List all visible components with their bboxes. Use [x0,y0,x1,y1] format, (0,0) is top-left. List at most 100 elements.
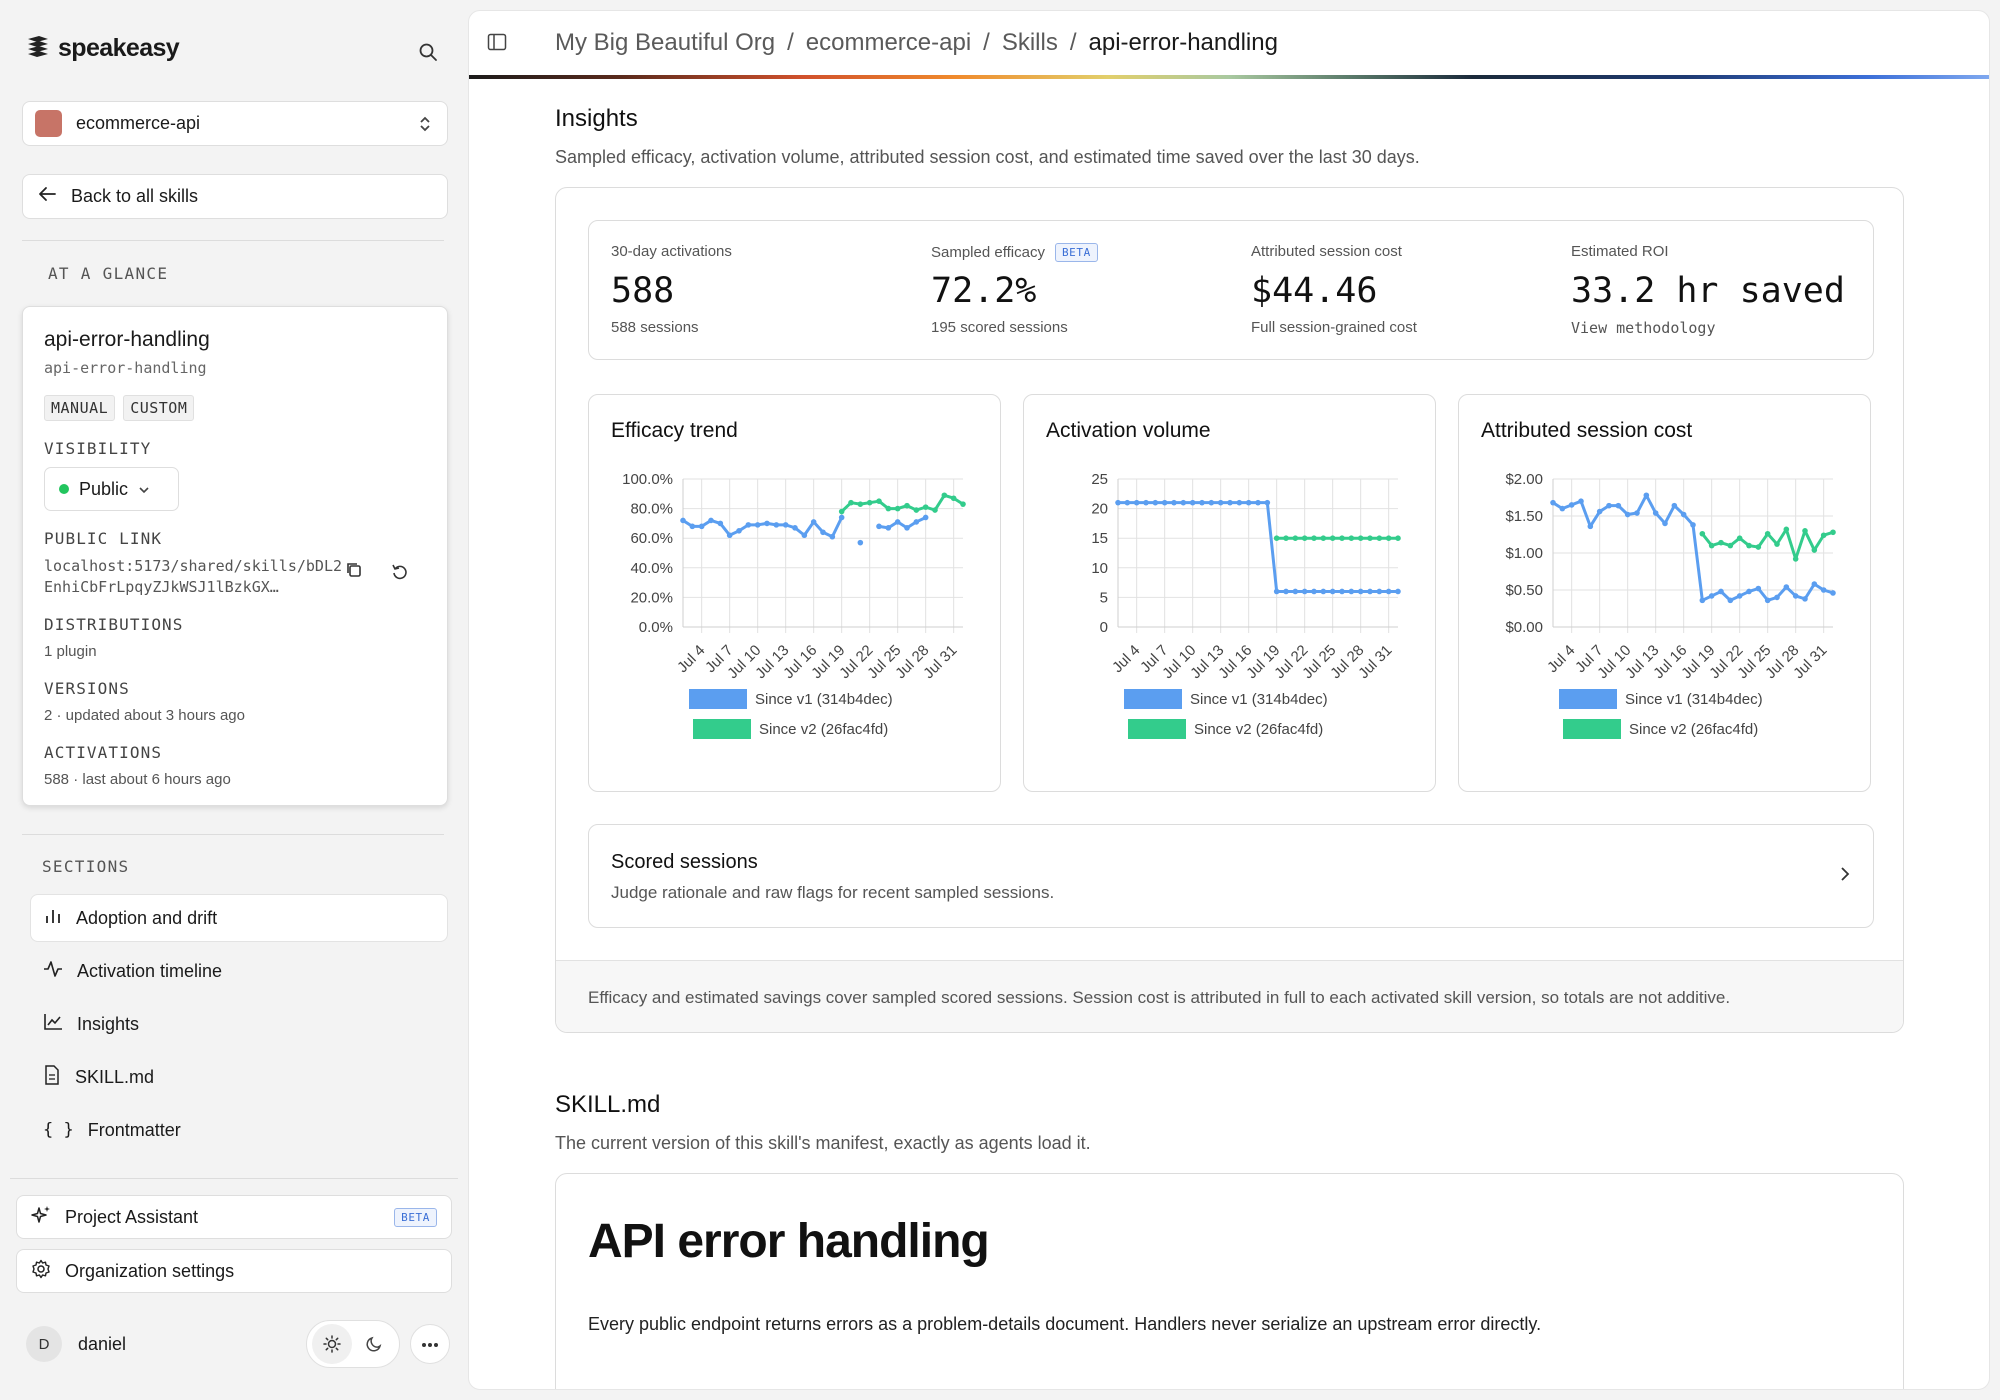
stat-activations: 30-day activations 588 588 sessions [589,221,909,361]
data-point [1746,542,1752,549]
data-point [1320,588,1327,595]
assistant-label: Project Assistant [65,1206,199,1227]
data-point [1367,588,1373,595]
data-point [736,528,742,534]
breadcrumb-separator: / [983,29,990,56]
data-point [1292,588,1299,595]
tag-manual: MANUAL [44,395,116,421]
data-point [838,514,845,521]
back-to-skills-button[interactable]: Back to all skills [22,174,448,219]
brand[interactable]: speakeasy [26,34,180,63]
data-point [941,492,948,499]
data-point [708,517,714,524]
skill-name: api-error-handling [44,328,210,351]
data-point [1671,502,1678,509]
section-adoption-and-drift[interactable]: Adoption and drift [30,894,448,942]
search-icon [418,42,438,67]
scored-sessions-row[interactable]: Scored sessions Judge rationale and raw … [588,824,1874,928]
visibility-dropdown[interactable]: Public [44,467,179,511]
x-tick-label: Jul 4 [674,642,708,676]
data-point [1643,492,1650,499]
data-point [1596,508,1603,515]
section-insights[interactable]: Insights [30,1000,448,1048]
data-point [1367,535,1373,541]
data-point [1774,594,1780,601]
data-point [1718,539,1724,546]
data-point [1329,588,1336,595]
breadcrumb-skills[interactable]: Skills [1001,29,1058,56]
chevron-right-icon [1839,865,1851,888]
skill-md-title: SKILL.md [555,1091,661,1118]
section-label: Frontmatter [87,1119,181,1140]
data-point [1792,556,1799,562]
data-point [1301,588,1308,595]
moon-icon[interactable] [354,1324,394,1364]
chart-title: Efficacy trend [611,419,738,442]
stat-label-text: 30-day activations [611,243,732,260]
y-tick-label: $2.00 [1505,471,1543,488]
section-skill-md[interactable]: SKILL.md [30,1053,448,1101]
legend-label: Since v2 (26fac4fd) [759,721,888,738]
organization-settings-button[interactable]: Organization settings [16,1249,452,1293]
y-tick-label: $1.00 [1505,545,1543,562]
data-point [810,519,817,525]
data-point [1820,532,1827,539]
view-methodology-link[interactable]: View methodology [1571,319,1716,337]
chart-title: Activation volume [1046,419,1211,442]
insights-description: Sampled efficacy, activation volume, att… [555,147,1420,167]
insights-footnote: Efficacy and estimated savings cover sam… [556,960,1903,1032]
scored-sessions-description: Judge rationale and raw flags for recent… [611,883,1055,902]
data-point [960,501,966,507]
breadcrumb-org[interactable]: My Big Beautiful Org [555,29,776,56]
project-select[interactable]: ecommerce-api [22,101,448,146]
stats-row: 30-day activations 588 588 sessions Samp… [588,220,1874,360]
data-point [1311,588,1317,595]
data-point [1708,542,1715,549]
data-point [1811,547,1818,553]
data-point [1199,499,1205,506]
section-label: Adoption and drift [76,907,218,928]
y-tick-label: 5 [1100,589,1108,606]
stat-label-text: Sampled efficacy [931,244,1045,261]
regenerate-icon[interactable] [391,563,409,586]
theme-toggle[interactable] [306,1320,400,1368]
project-assistant-button[interactable]: Project Assistant BETA [16,1195,452,1239]
search-button[interactable] [412,38,444,70]
data-point [950,495,957,502]
sun-icon[interactable] [312,1324,352,1364]
data-point [1385,535,1392,541]
data-point [764,520,770,527]
data-point [932,507,938,513]
stat-value: 72.2% [931,271,1037,311]
gradient-divider [469,75,1989,79]
sidebar-toggle-icon[interactable] [487,33,507,56]
settings-label: Organization settings [65,1260,235,1281]
data-point [1339,535,1345,541]
data-point [866,499,873,506]
stat-label: Estimated ROI [1571,243,1669,260]
copy-icon[interactable] [345,561,363,584]
section-frontmatter[interactable]: { } Frontmatter [30,1106,448,1154]
user-menu[interactable]: D daniel [26,1326,126,1362]
series-line [1118,501,1398,593]
data-point [1395,535,1401,541]
section-activation-timeline[interactable]: Activation timeline [30,947,448,995]
data-point [1395,588,1401,595]
data-point [1339,588,1345,595]
data-point [717,520,724,527]
data-point [894,519,901,525]
y-tick-label: 20 [1091,501,1108,518]
data-point [848,499,854,506]
data-point [857,539,864,546]
data-point [820,529,826,536]
data-point [1708,593,1715,599]
legend-swatch [689,689,747,709]
data-point [1152,499,1159,506]
data-point [1348,588,1355,595]
more-options-button[interactable] [410,1324,450,1364]
data-point [689,523,696,530]
more-icon [421,1335,439,1353]
breadcrumb-current: api-error-handling [1088,29,1278,56]
breadcrumb-project[interactable]: ecommerce-api [805,29,972,56]
data-point [876,523,882,530]
